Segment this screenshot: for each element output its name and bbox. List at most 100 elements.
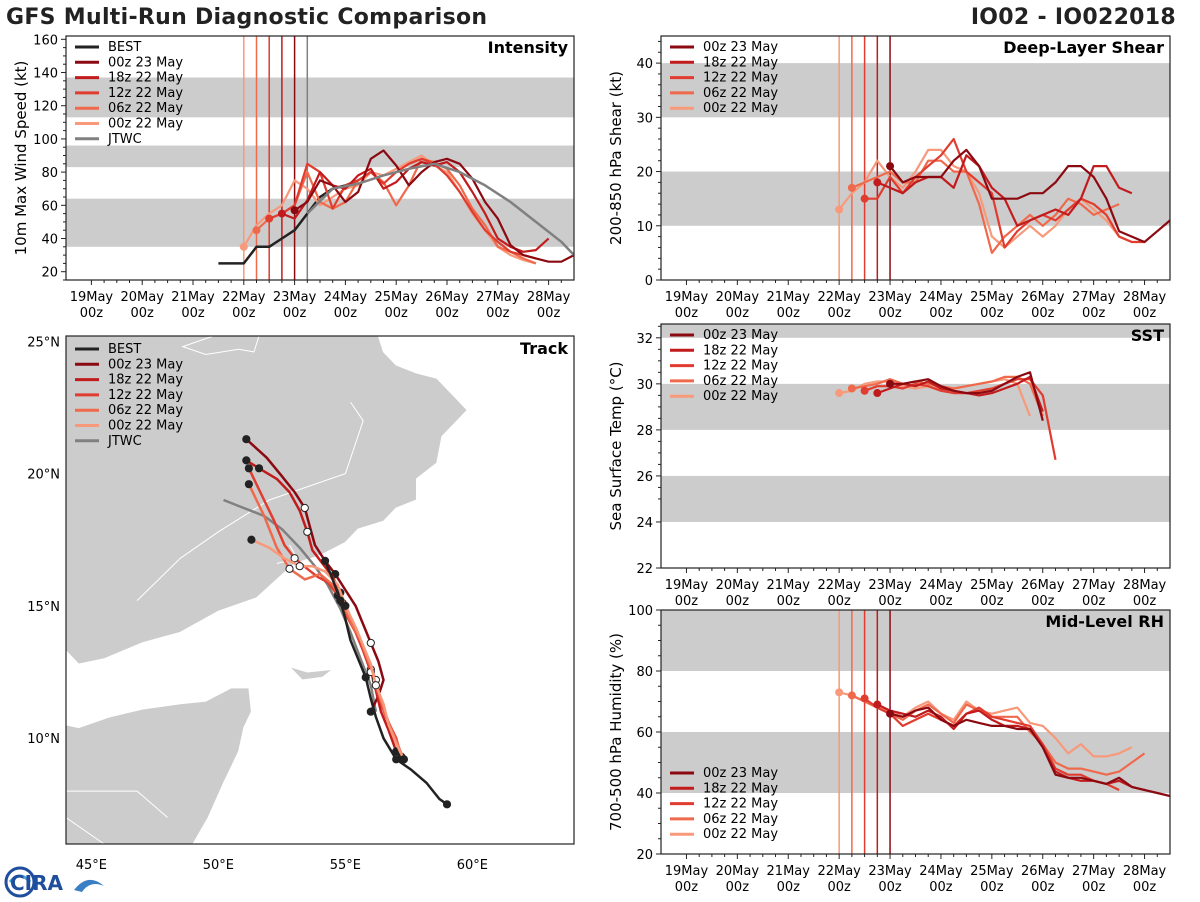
track-lat-label: 10°N [27, 732, 60, 747]
shear-xtick-day: 27May [1072, 290, 1116, 305]
track-position-marker [247, 535, 256, 544]
sst-xtick-hour: 00z [675, 594, 699, 609]
border-ethiopia-somalia [66, 790, 168, 818]
track-legend-label: 06z 22 May [108, 403, 183, 418]
rh-legend-label: 18z 22 May [703, 781, 778, 796]
track-position-marker [336, 596, 345, 605]
sst-init-dot-06z-22-May [847, 384, 856, 393]
intensity-series-JTWC [306, 162, 574, 256]
intensity-xtick-day: 20May [120, 290, 164, 305]
rh-init-dot-18z-22-May [873, 700, 882, 709]
sst-init-dot-12z-22-May [860, 386, 869, 395]
rh-ytick-label: 60 [636, 726, 653, 741]
intensity-title: Intensity [488, 38, 569, 57]
shear-xtick-hour: 00z [1031, 306, 1055, 321]
rh-xtick-hour: 00z [980, 880, 1004, 895]
rh-xtick-day: 20May [716, 864, 760, 879]
panel-sst: 22242628303219May00z20May00z21May00z22Ma… [607, 323, 1171, 609]
sst-xtick-day: 25May [970, 578, 1014, 593]
intensity-init-dot-06z-22-May [252, 226, 261, 235]
rh-xtick-day: 23May [868, 864, 912, 879]
intensity-xtick-day: 27May [476, 290, 520, 305]
intensity-legend-label: 00z 22 May [108, 117, 183, 132]
intensity-legend-label: 06z 22 May [108, 101, 183, 116]
shear-xtick-day: 20May [716, 290, 760, 305]
intensity-legend-label: BEST [108, 40, 141, 55]
track-position-marker [295, 562, 304, 571]
track-legend-label: 00z 23 May [108, 357, 183, 372]
shear-xtick-day: 21May [767, 290, 811, 305]
rh-xtick-hour: 00z [878, 880, 902, 895]
rh-xtick-day: 21May [767, 864, 811, 879]
rh-plot-area [661, 610, 1170, 854]
shear-xtick-hour: 00z [1082, 306, 1106, 321]
shear-xtick-hour: 00z [929, 306, 953, 321]
panel-shear: 01020304019May00z20May00z21May00z22May00… [607, 35, 1171, 321]
shear-legend-label: 00z 22 May [703, 101, 778, 116]
sst-xtick-day: 26May [1021, 578, 1065, 593]
shear-init-dot-12z-22-May [860, 194, 869, 203]
track-series-BEST [323, 560, 448, 806]
shear-xtick-hour: 00z [827, 306, 851, 321]
sst-legend-label: 00z 22 May [703, 389, 778, 404]
cira-logo-graphic: CIRA [4, 866, 104, 898]
shear-xtick-day: 19May [665, 290, 709, 305]
rh-band-0 [661, 732, 1170, 793]
intensity-xtick-day: 22May [222, 290, 266, 305]
intensity-xtick-day: 23May [273, 290, 317, 305]
sst-xtick-hour: 00z [1082, 594, 1106, 609]
track-lon-label: 55°E [330, 858, 361, 873]
shear-xtick-day: 22May [817, 290, 861, 305]
track-position-marker [320, 556, 330, 565]
rh-legend-label: 00z 22 May [703, 827, 778, 842]
rh-series-00z-23-May [889, 706, 1170, 798]
shear-series-00z-23-May [889, 148, 1170, 244]
shear-title: Deep-Layer Shear [1003, 38, 1164, 57]
intensity-band-1 [66, 145, 574, 168]
sst-xtick-hour: 00z [777, 594, 801, 609]
land-gulf-coast [181, 336, 260, 356]
shear-series-12z-22-May [864, 137, 1145, 249]
intensity-ytick-label: 140 [33, 67, 58, 82]
rh-xtick-hour: 00z [777, 880, 801, 895]
sst-init-dot-00z-22-May [835, 389, 844, 398]
figure-title: GFS Multi-Run Diagnostic Comparison [6, 5, 488, 30]
intensity-xtick-day: 25May [374, 290, 418, 305]
rh-xtick-day: 22May [817, 864, 861, 879]
rh-xtick-hour: 00z [675, 880, 699, 895]
sst-legend-label: 12z 22 May [703, 359, 778, 374]
rh-ytick-label: 100 [628, 604, 653, 619]
rh-ytick-label: 20 [636, 848, 653, 863]
track-position-marker [285, 564, 294, 573]
shear-xtick-hour: 00z [1133, 306, 1157, 321]
intensity-series-06z-22-May [255, 157, 537, 265]
intensity-xtick-day: 24May [324, 290, 368, 305]
intensity-xtick-hour: 00z [486, 306, 510, 321]
intensity-band-2 [66, 77, 574, 118]
cira-logo-text: CIRA [10, 871, 64, 895]
shear-xtick-day: 24May [919, 290, 963, 305]
intensity-series-00z-23-May [293, 149, 574, 263]
land-socotra [287, 665, 335, 681]
intensity-xtick-hour: 00z [334, 306, 358, 321]
sst-xtick-hour: 00z [1031, 594, 1055, 609]
rh-ylabel: 700-500 hPa Humidity (%) [607, 633, 625, 831]
track-position-marker [290, 554, 299, 563]
track-lat-label: 25°N [27, 335, 60, 350]
shear-init-dot-00z-23-May [886, 162, 895, 171]
intensity-xtick-hour: 00z [181, 306, 205, 321]
shear-legend-label: 12z 22 May [703, 71, 778, 86]
track-series-00z-22-May [250, 538, 405, 760]
rh-series-12z-22-May [863, 697, 1120, 791]
sst-ytick-label: 30 [636, 378, 653, 393]
track-legend-label: 12z 22 May [108, 388, 183, 403]
track-plot-area [66, 336, 468, 844]
sst-plot-area [661, 324, 1170, 522]
intensity-ytick-label: 60 [41, 199, 58, 214]
track-position-marker [392, 755, 401, 764]
rh-xtick-hour: 00z [726, 880, 750, 895]
rh-xtick-hour: 00z [929, 880, 953, 895]
track-lon-label: 60°E [457, 858, 488, 873]
track-position-marker [371, 681, 380, 690]
track-legend-label: BEST [108, 342, 141, 357]
